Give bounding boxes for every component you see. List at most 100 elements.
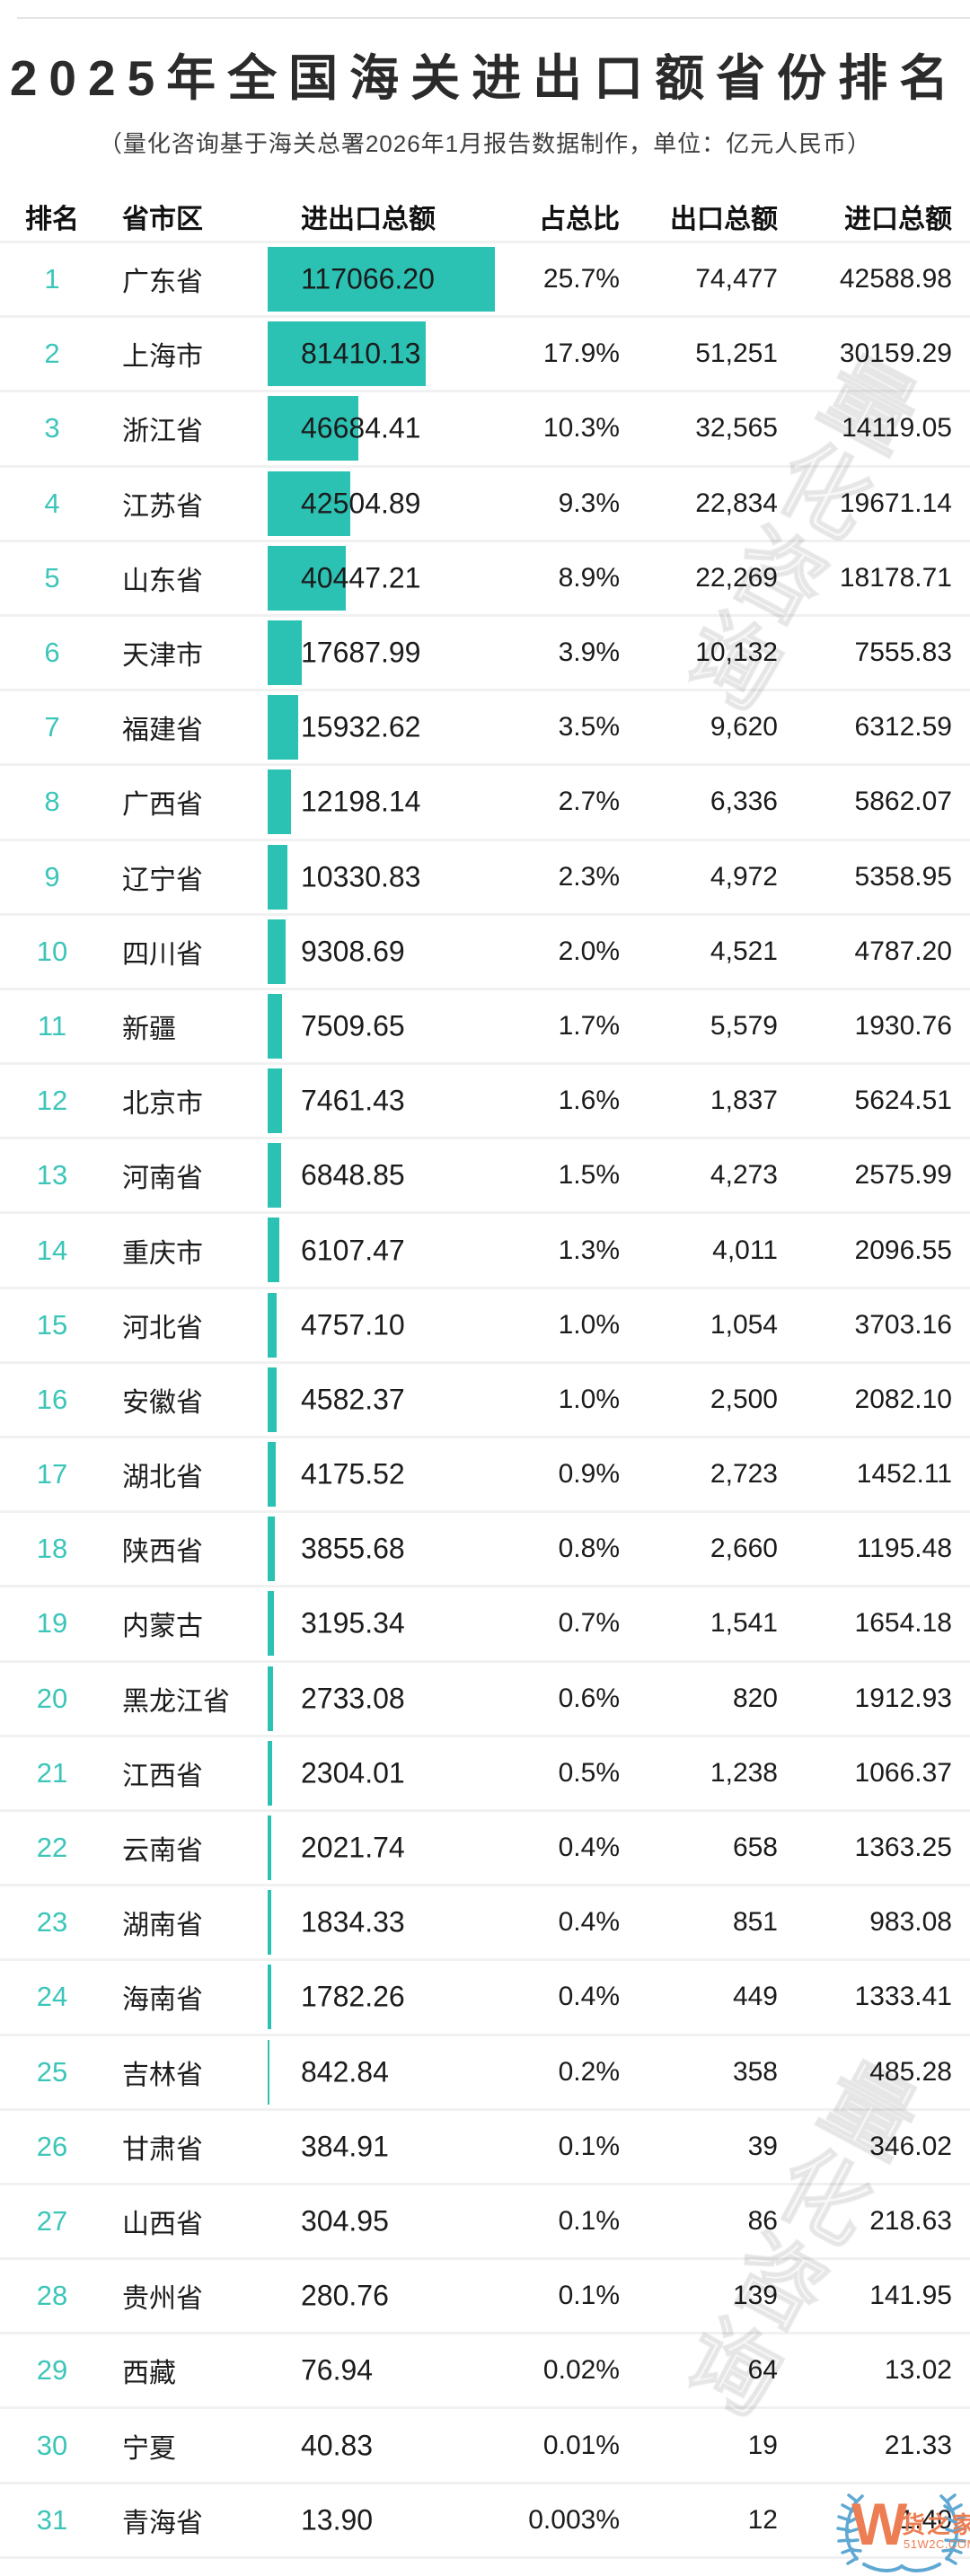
total-bar bbox=[268, 247, 495, 312]
share-percent: 0.7% bbox=[558, 1608, 620, 1639]
brand-logo: W 货之家 51W2C.COM bbox=[833, 2487, 970, 2576]
rank-number: 31 bbox=[36, 2503, 68, 2536]
province-name: 福建省 bbox=[122, 716, 203, 746]
export-amount: 4,011 bbox=[712, 1235, 778, 1265]
export-amount: 2,723 bbox=[710, 1459, 778, 1490]
total-amount: 3855.68 bbox=[301, 1532, 405, 1565]
total-bar bbox=[268, 470, 350, 536]
total-bar bbox=[268, 1367, 277, 1432]
export-amount: 820 bbox=[732, 1683, 778, 1713]
total-bar bbox=[268, 1666, 273, 1731]
export-amount: 5,579 bbox=[710, 1010, 778, 1041]
rank-number: 7 bbox=[44, 711, 60, 743]
import-amount: 485.28 bbox=[869, 2056, 952, 2087]
province-name: 青海省 bbox=[122, 2508, 203, 2538]
rank-number: 13 bbox=[36, 1159, 68, 1191]
province-name: 西藏 bbox=[122, 2359, 176, 2389]
province-name: 浙江省 bbox=[122, 417, 203, 447]
import-amount: 983.08 bbox=[869, 1907, 952, 1938]
province-name: 新疆 bbox=[122, 1014, 176, 1044]
import-amount: 5862.07 bbox=[854, 787, 952, 817]
table-row: 5 山东省 40447.21 8.9% 22,269 18178.71 bbox=[0, 542, 970, 617]
share-percent: 25.7% bbox=[542, 264, 620, 295]
share-percent: 0.01% bbox=[542, 2430, 620, 2460]
total-bar bbox=[268, 1815, 272, 1880]
table-row: 29 西藏 76.94 0.02% 64 13.02 bbox=[0, 2334, 970, 2410]
province-name: 江苏省 bbox=[122, 491, 203, 522]
total-amount: 6107.47 bbox=[301, 1234, 405, 1267]
total-bar bbox=[268, 2039, 269, 2105]
total-bar bbox=[268, 769, 292, 835]
share-percent: 0.5% bbox=[558, 1757, 620, 1788]
export-amount: 22,834 bbox=[695, 488, 778, 518]
rank-number: 1 bbox=[44, 263, 60, 295]
rank-number: 15 bbox=[36, 1308, 68, 1341]
import-amount: 19671.14 bbox=[839, 488, 952, 518]
total-amount: 4175.52 bbox=[301, 1457, 405, 1490]
column-header-export: 出口总额 bbox=[670, 205, 778, 234]
total-bar bbox=[268, 1517, 276, 1582]
total-bar bbox=[268, 1068, 283, 1134]
export-amount: 2,500 bbox=[710, 1384, 778, 1414]
table-row: 1 广东省 117066.20 25.7% 74,477 42588.98 bbox=[0, 243, 970, 319]
import-amount: 18178.71 bbox=[839, 562, 952, 593]
export-amount: 6,336 bbox=[710, 787, 778, 817]
total-amount: 17687.99 bbox=[301, 636, 421, 669]
province-name: 吉林省 bbox=[122, 2060, 203, 2090]
share-percent: 0.9% bbox=[558, 1459, 620, 1490]
table-row: 9 辽宁省 10330.83 2.3% 4,972 5358.95 bbox=[0, 841, 970, 916]
province-name: 陕西省 bbox=[122, 1537, 203, 1568]
total-amount: 40.83 bbox=[301, 2429, 374, 2462]
rank-number: 14 bbox=[36, 1234, 68, 1266]
import-amount: 1195.48 bbox=[856, 1534, 952, 1564]
table-row: 31 青海省 13.90 0.003% 12 1.40 bbox=[0, 2484, 970, 2559]
import-amount: 5624.51 bbox=[854, 1086, 952, 1116]
export-amount: 2,660 bbox=[710, 1534, 778, 1564]
export-amount: 9,620 bbox=[710, 712, 778, 743]
export-amount: 4,273 bbox=[710, 1160, 778, 1191]
laurel-wreath-icon bbox=[836, 2493, 967, 2572]
import-amount: 21.33 bbox=[884, 2430, 952, 2460]
import-amount: 141.95 bbox=[869, 2281, 952, 2311]
export-amount: 658 bbox=[732, 1833, 778, 1863]
total-bar bbox=[268, 1890, 271, 1956]
export-amount: 358 bbox=[732, 2056, 778, 2087]
export-amount: 4,972 bbox=[710, 861, 778, 892]
import-amount: 1066.37 bbox=[854, 1757, 952, 1788]
import-amount: 7555.83 bbox=[854, 637, 952, 668]
total-amount: 2733.08 bbox=[301, 1682, 405, 1715]
table-row: 16 安徽省 4582.37 1.0% 2,500 2082.10 bbox=[0, 1364, 970, 1438]
export-amount: 64 bbox=[747, 2355, 778, 2386]
export-amount: 74,477 bbox=[695, 264, 778, 295]
table-row: 3 浙江省 46684.41 10.3% 32,565 14119.05 bbox=[0, 392, 970, 468]
total-amount: 7509.65 bbox=[301, 1009, 405, 1042]
province-name: 广东省 bbox=[122, 268, 203, 298]
export-amount: 449 bbox=[732, 1982, 778, 2012]
total-bar bbox=[268, 1218, 280, 1283]
export-amount: 86 bbox=[747, 2205, 778, 2236]
rank-number: 16 bbox=[36, 1383, 68, 1415]
page-title: 2025年全国海关进出口额省份排名 bbox=[9, 50, 961, 106]
table-row: 2 上海市 81410.13 17.9% 51,251 30159.29 bbox=[0, 318, 970, 393]
province-name: 山西省 bbox=[122, 2209, 203, 2239]
share-percent: 0.6% bbox=[558, 1683, 620, 1713]
total-bar bbox=[268, 919, 287, 984]
province-name: 江西省 bbox=[122, 1761, 203, 1791]
province-name: 广西省 bbox=[122, 790, 203, 821]
total-bar bbox=[268, 396, 358, 462]
province-name: 贵州省 bbox=[122, 2284, 203, 2315]
rank-number: 17 bbox=[36, 1458, 68, 1490]
rank-number: 10 bbox=[36, 935, 68, 967]
share-percent: 0.8% bbox=[558, 1534, 620, 1564]
page-subtitle: （量化咨询基于海关总署2026年1月报告数据制作，单位：亿元人民币） bbox=[98, 130, 872, 157]
column-header-total: 进出口总额 bbox=[301, 205, 436, 234]
share-percent: 0.02% bbox=[542, 2355, 620, 2386]
table-row: 20 黑龙江省 2733.08 0.6% 820 1912.93 bbox=[0, 1663, 970, 1737]
province-name: 北京市 bbox=[122, 1089, 203, 1120]
rank-number: 27 bbox=[36, 2204, 68, 2237]
share-percent: 0.003% bbox=[528, 2504, 620, 2535]
import-amount: 6312.59 bbox=[854, 712, 952, 743]
export-amount: 22,269 bbox=[695, 562, 778, 593]
rank-number: 28 bbox=[36, 2280, 68, 2312]
province-name: 山东省 bbox=[122, 566, 203, 596]
